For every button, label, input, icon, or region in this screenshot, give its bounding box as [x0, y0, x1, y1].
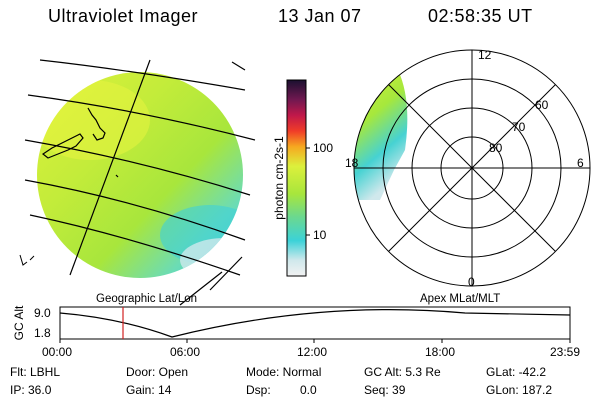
altitude-curve — [59, 309, 571, 338]
colorbar-tick-100: 100 — [313, 141, 334, 155]
graticule-lines — [24, 59, 256, 306]
new-zealand-coastline — [41, 107, 119, 178]
glon-info: GLon: 187.2 — [486, 383, 553, 397]
colorbar-tick-10: 10 — [313, 228, 327, 242]
mlt-label-6: 6 — [577, 156, 584, 170]
aurora-region — [354, 70, 408, 200]
gain-info: Gain: 14 — [126, 383, 172, 397]
timeline-ytick-9: 9.0 — [34, 306, 51, 320]
mlt-label-18: 18 — [345, 156, 359, 170]
lat-label-80: 80 — [489, 141, 503, 155]
seq-info: Seq: 39 — [364, 383, 406, 397]
date-label: 13 Jan 07 — [278, 6, 362, 26]
dsp-value: 0.0 — [300, 383, 317, 397]
mode-info: Mode: Normal — [246, 365, 322, 379]
right-panel-label: Apex MLat/MLT — [420, 293, 501, 305]
timeline-xtick-0600: 06:00 — [170, 345, 201, 359]
left-panel-label: Geographic Lat/Lon — [96, 293, 198, 305]
mlt-label-12: 12 — [478, 48, 492, 62]
timeline-xtick-0000: 00:00 — [42, 345, 73, 359]
lat-label-70: 70 — [512, 120, 526, 134]
time-label: 02:58:35 UT — [428, 6, 533, 26]
timeline-xtick-1800: 18:00 — [425, 345, 456, 359]
timeline-ytick-1-8: 1.8 — [34, 326, 51, 340]
app-title: Ultraviolet Imager — [48, 6, 199, 26]
timeline-ylabel: GC Alt — [12, 305, 26, 341]
gc-alt-info: GC Alt: 5.3 Re — [364, 365, 441, 379]
lat-label-60: 60 — [535, 98, 549, 112]
timeline-xtick-2359: 23:59 — [550, 345, 581, 359]
glat-info: GLat: -42.2 — [486, 365, 547, 379]
filter-info: Flt: LBHL — [10, 365, 61, 379]
dsp-label: Dsp: — [246, 383, 271, 397]
mlt-label-0: 0 — [468, 275, 475, 289]
ip-info: IP: 36.0 — [10, 383, 52, 397]
colorbar-unit-label: photon cm-2s-1 — [272, 136, 286, 220]
door-info: Door: Open — [126, 365, 189, 379]
timeline-xtick-1200: 12:00 — [297, 345, 328, 359]
